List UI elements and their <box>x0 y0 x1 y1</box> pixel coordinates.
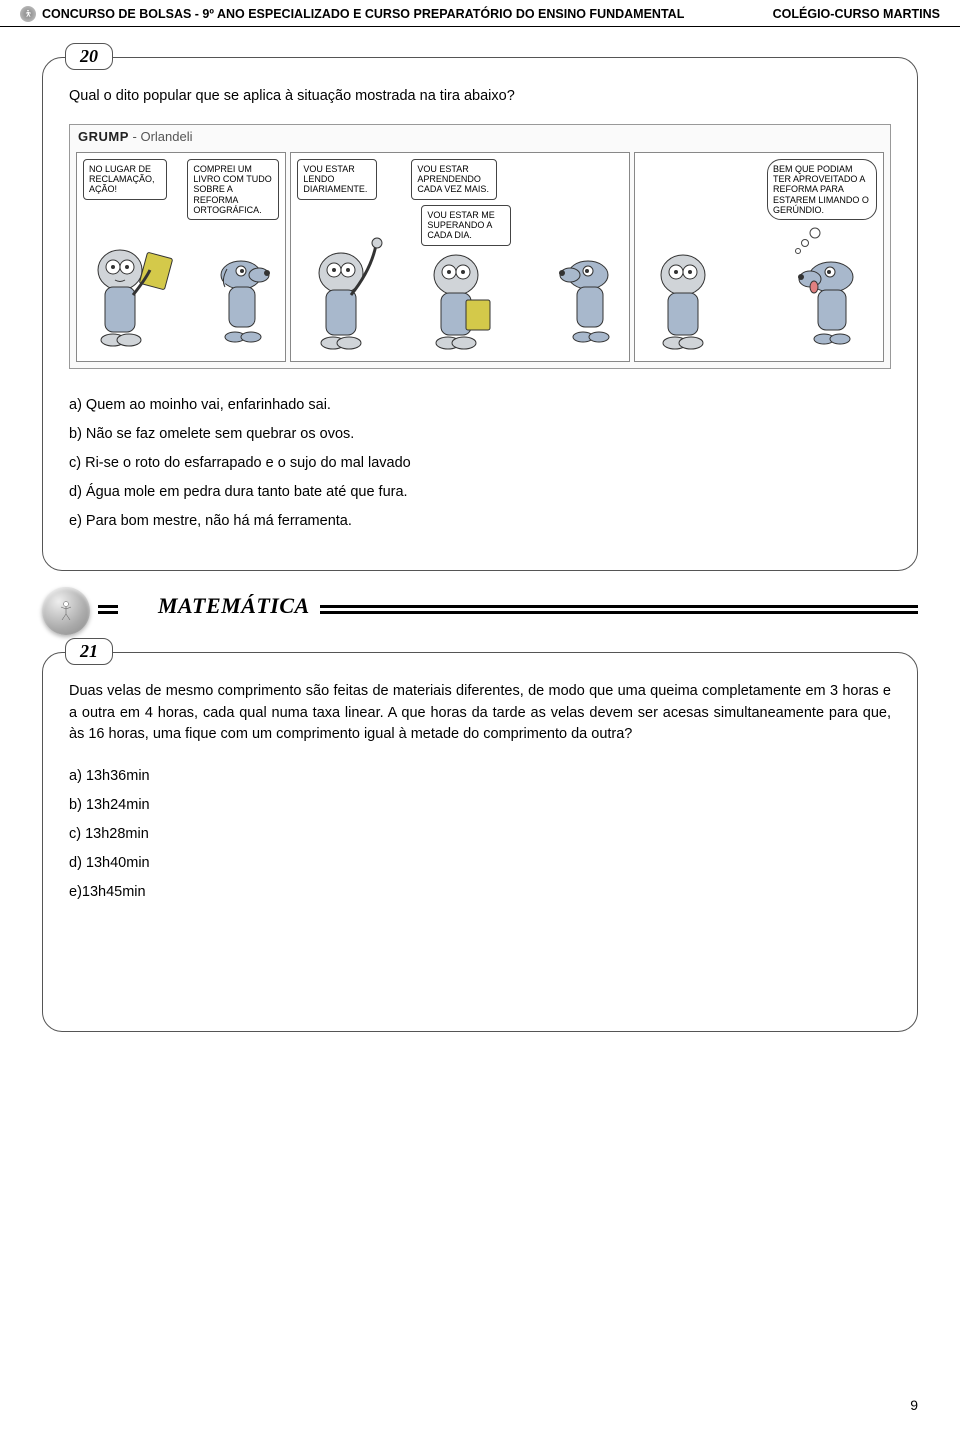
question-number-20: 20 <box>65 43 113 70</box>
comic-author: - Orlandeli <box>133 129 193 144</box>
header-left: CONCURSO DE BOLSAS - 9º ANO ESPECIALIZAD… <box>20 6 684 22</box>
character-grump-2 <box>301 225 411 355</box>
option-21-c: c) 13h28min <box>69 820 891 849</box>
option-21-b: b) 13h24min <box>69 791 891 820</box>
speech-bubble-2: COMPREI UM LIVRO COM TUDO SOBRE A REFORM… <box>187 159 279 221</box>
option-20-b: b) Não se faz omelete sem quebrar os ovo… <box>69 420 891 449</box>
page-body: 20 Qual o dito popular que se aplica à s… <box>0 27 960 1032</box>
question-20-card: 20 Qual o dito popular que se aplica à s… <box>42 57 918 571</box>
option-20-e: e) Para bom mestre, não há má ferramenta… <box>69 507 891 536</box>
section-lines: MATEMÁTICA <box>98 605 918 614</box>
page-header: CONCURSO DE BOLSAS - 9º ANO ESPECIALIZAD… <box>0 0 960 27</box>
comic-panel-2: VOU ESTAR LENDO DIARIAMENTE. VOU ESTAR A… <box>290 152 629 362</box>
header-title-right: COLÉGIO-CURSO MARTINS <box>773 7 940 21</box>
option-20-a: a) Quem ao moinho vai, enfarinhado sai. <box>69 391 891 420</box>
comic-panel-3: BEM QUE PODIAM TER APROVEITADO A REFORMA… <box>634 152 884 362</box>
comic-panel-1: NO LUGAR DE RECLAMAÇÃO, AÇÃO! COMPREI UM… <box>76 152 286 362</box>
question-20-options: a) Quem ao moinho vai, enfarinhado sai. … <box>69 391 891 536</box>
comic-panels: NO LUGAR DE RECLAMAÇÃO, AÇÃO! COMPREI UM… <box>70 148 890 368</box>
section-badge-icon <box>42 587 90 635</box>
character-grump-1 <box>85 225 185 355</box>
question-20-prompt: Qual o dito popular que se aplica à situ… <box>69 86 891 108</box>
character-dog-1 <box>211 245 281 355</box>
option-21-d: d) 13h40min <box>69 849 891 878</box>
option-21-e: e)13h45min <box>69 878 891 907</box>
character-grump-4 <box>643 235 733 355</box>
section-divider: MATEMÁTICA <box>42 607 918 616</box>
option-20-d: d) Água mole em pedra dura tanto bate at… <box>69 478 891 507</box>
speech-bubble-4: VOU ESTAR APRENDENDO CADA VEZ MAIS. <box>411 159 497 200</box>
question-number-21: 21 <box>65 638 113 665</box>
comic-strip: GRUMP - Orlandeli NO LUGAR DE RECLAMAÇÃO… <box>69 124 891 369</box>
character-dog-3 <box>786 245 871 355</box>
speech-bubble-1: NO LUGAR DE RECLAMAÇÃO, AÇÃO! <box>83 159 167 200</box>
thought-bubble-6: BEM QUE PODIAM TER APROVEITADO A REFORMA… <box>767 159 877 221</box>
option-20-c: c) Ri-se o roto do esfarrapado e o sujo … <box>69 449 891 478</box>
question-21-prompt: Duas velas de mesmo comprimento são feit… <box>69 681 891 746</box>
question-21-options: a) 13h36min b) 13h24min c) 13h28min d) 1… <box>69 762 891 907</box>
character-grump-3 <box>416 235 516 355</box>
page-number: 9 <box>910 1397 918 1413</box>
section-title: MATEMÁTICA <box>118 593 320 619</box>
speech-bubble-3: VOU ESTAR LENDO DIARIAMENTE. <box>297 159 377 200</box>
comic-title-bold: GRUMP <box>78 129 129 144</box>
accessibility-icon <box>20 6 36 22</box>
comic-title: GRUMP - Orlandeli <box>70 125 890 148</box>
question-21-card: 21 Duas velas de mesmo comprimento são f… <box>42 652 918 1032</box>
character-dog-2 <box>553 245 623 355</box>
header-title-left: CONCURSO DE BOLSAS - 9º ANO ESPECIALIZAD… <box>42 7 684 21</box>
option-21-a: a) 13h36min <box>69 762 891 791</box>
